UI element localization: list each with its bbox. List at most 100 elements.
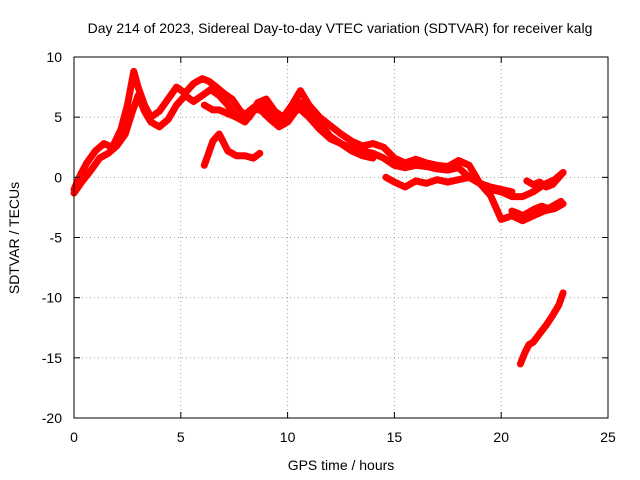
data-point — [164, 116, 171, 123]
y-tick-label: 10 — [46, 49, 62, 65]
data-point — [391, 155, 398, 162]
series-track-6 — [508, 197, 565, 220]
data-point — [530, 188, 537, 195]
x-axis-tick-labels: 0 5 10 15 20 25 — [70, 429, 616, 445]
y-tick-label: 5 — [54, 109, 62, 125]
data-point — [348, 138, 355, 145]
data-point — [297, 87, 304, 94]
data-point — [543, 183, 550, 190]
data-point — [205, 78, 212, 85]
data-point — [250, 155, 257, 162]
data-series — [70, 67, 567, 368]
data-point — [444, 179, 451, 186]
data-point — [455, 164, 462, 171]
data-point — [135, 92, 142, 99]
data-point — [224, 110, 231, 117]
data-point — [229, 96, 236, 103]
data-point — [271, 108, 278, 115]
y-tick-label: -5 — [50, 230, 63, 246]
data-point — [525, 209, 532, 216]
data-point — [530, 212, 537, 219]
data-point — [105, 150, 112, 157]
data-point — [199, 75, 206, 82]
data-point — [211, 82, 218, 89]
data-point — [455, 176, 462, 183]
y-tick-label: -20 — [42, 410, 62, 426]
data-point — [498, 216, 505, 223]
chart-title: Day 214 of 2023, Sidereal Day-to-day VTE… — [88, 20, 593, 36]
data-point — [487, 183, 494, 190]
data-point — [517, 360, 524, 367]
data-point — [545, 205, 552, 212]
data-point — [267, 116, 274, 123]
data-point — [295, 98, 302, 105]
data-point — [92, 147, 99, 154]
data-point — [128, 110, 135, 117]
data-point — [380, 155, 387, 162]
data-point — [382, 174, 389, 181]
data-point — [327, 122, 334, 129]
x-tick-label: 10 — [280, 429, 296, 445]
data-point — [147, 118, 154, 125]
axis-ticks — [73, 56, 609, 419]
data-point — [130, 68, 137, 75]
data-point — [402, 164, 409, 171]
data-point — [156, 123, 163, 130]
data-point — [359, 152, 366, 159]
data-point — [113, 143, 120, 150]
data-point — [83, 159, 90, 166]
data-point — [327, 135, 334, 142]
data-point — [190, 80, 197, 87]
data-point — [338, 131, 344, 138]
data-point — [173, 84, 180, 91]
x-tick-label: 0 — [70, 429, 78, 445]
data-point — [412, 162, 419, 169]
data-point — [216, 131, 223, 138]
data-point — [519, 212, 526, 219]
data-point — [466, 174, 473, 181]
data-point — [316, 126, 323, 133]
x-axis-label: GPS time / hours — [288, 457, 395, 473]
data-point — [370, 140, 377, 147]
y-tick-label: -10 — [42, 290, 62, 306]
data-point — [348, 147, 355, 154]
x-tick-label: 20 — [493, 429, 509, 445]
series-track-8 — [523, 169, 567, 191]
data-point — [423, 163, 430, 170]
data-point — [555, 301, 562, 308]
data-point — [536, 330, 543, 337]
data-point — [241, 118, 248, 125]
data-point — [391, 162, 398, 169]
data-point — [521, 350, 528, 357]
data-point — [380, 144, 387, 151]
data-point — [515, 210, 522, 217]
data-point — [555, 174, 562, 181]
data-point — [508, 208, 515, 215]
data-point — [201, 162, 208, 169]
series-track-3 — [200, 101, 377, 162]
data-point — [224, 102, 231, 109]
x-tick-label: 5 — [177, 429, 185, 445]
data-point — [77, 171, 84, 178]
data-point — [284, 118, 291, 125]
series-line — [382, 173, 567, 225]
data-point — [117, 126, 124, 133]
data-point — [216, 106, 223, 113]
data-point — [487, 192, 494, 199]
data-point — [498, 186, 505, 193]
data-point — [233, 152, 240, 159]
data-point — [88, 167, 95, 174]
data-point — [434, 176, 441, 183]
data-point — [263, 96, 270, 103]
data-point — [173, 102, 180, 109]
data-point — [525, 341, 532, 348]
data-point — [241, 111, 248, 118]
y-axis-label: SDTVAR / TECUs — [6, 182, 22, 294]
data-point — [205, 150, 212, 157]
data-point — [96, 155, 103, 162]
data-point — [122, 131, 129, 138]
data-point — [124, 102, 131, 109]
data-point — [476, 180, 483, 187]
data-point — [434, 165, 441, 172]
data-point — [256, 150, 263, 157]
